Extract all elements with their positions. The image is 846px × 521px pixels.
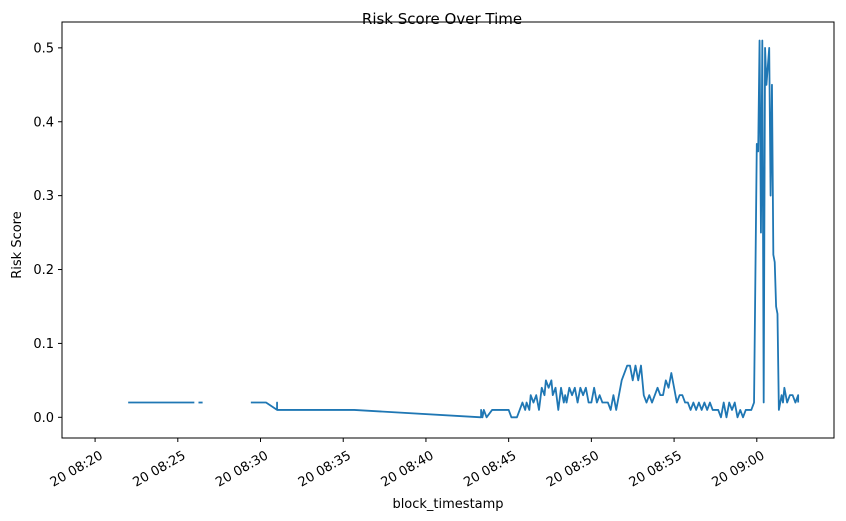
- x-tick-label: 20 08:40: [379, 448, 437, 490]
- chart-title: Risk Score Over Time: [362, 10, 522, 28]
- y-tick-label: 0.3: [33, 189, 54, 204]
- x-axis: 20 08:20 20 08:25 20 08:30 20 08:35 20 08:40…: [48, 438, 767, 490]
- y-tick-label: 0.2: [33, 263, 54, 278]
- y-tick-label: 0.1: [33, 337, 54, 352]
- y-tick-label: 0.0: [33, 411, 54, 426]
- series-line-segment: [250, 39, 800, 419]
- y-tick-label: 0.4: [33, 115, 54, 130]
- plot-area: [128, 39, 800, 419]
- x-tick-label: 20 08:50: [544, 448, 602, 490]
- x-tick-label: 20 08:30: [213, 448, 271, 490]
- plot-frame: [61, 21, 835, 439]
- x-tick-label: 20 08:35: [296, 448, 354, 490]
- y-tick-label: 0.5: [33, 41, 54, 56]
- x-tick-label: 20 08:20: [48, 448, 106, 490]
- x-tick-label: 20 08:25: [130, 448, 188, 490]
- y-axis: 0.0 0.1 0.2 0.3 0.4 0.5: [33, 41, 62, 426]
- x-tick-label: 20 08:45: [461, 448, 519, 490]
- x-axis-title: block_timestamp: [392, 497, 503, 512]
- x-tick-label: 20 09:00: [709, 448, 767, 490]
- x-tick-label: 20 08:55: [627, 448, 685, 490]
- y-axis-title: Risk Score: [10, 211, 25, 279]
